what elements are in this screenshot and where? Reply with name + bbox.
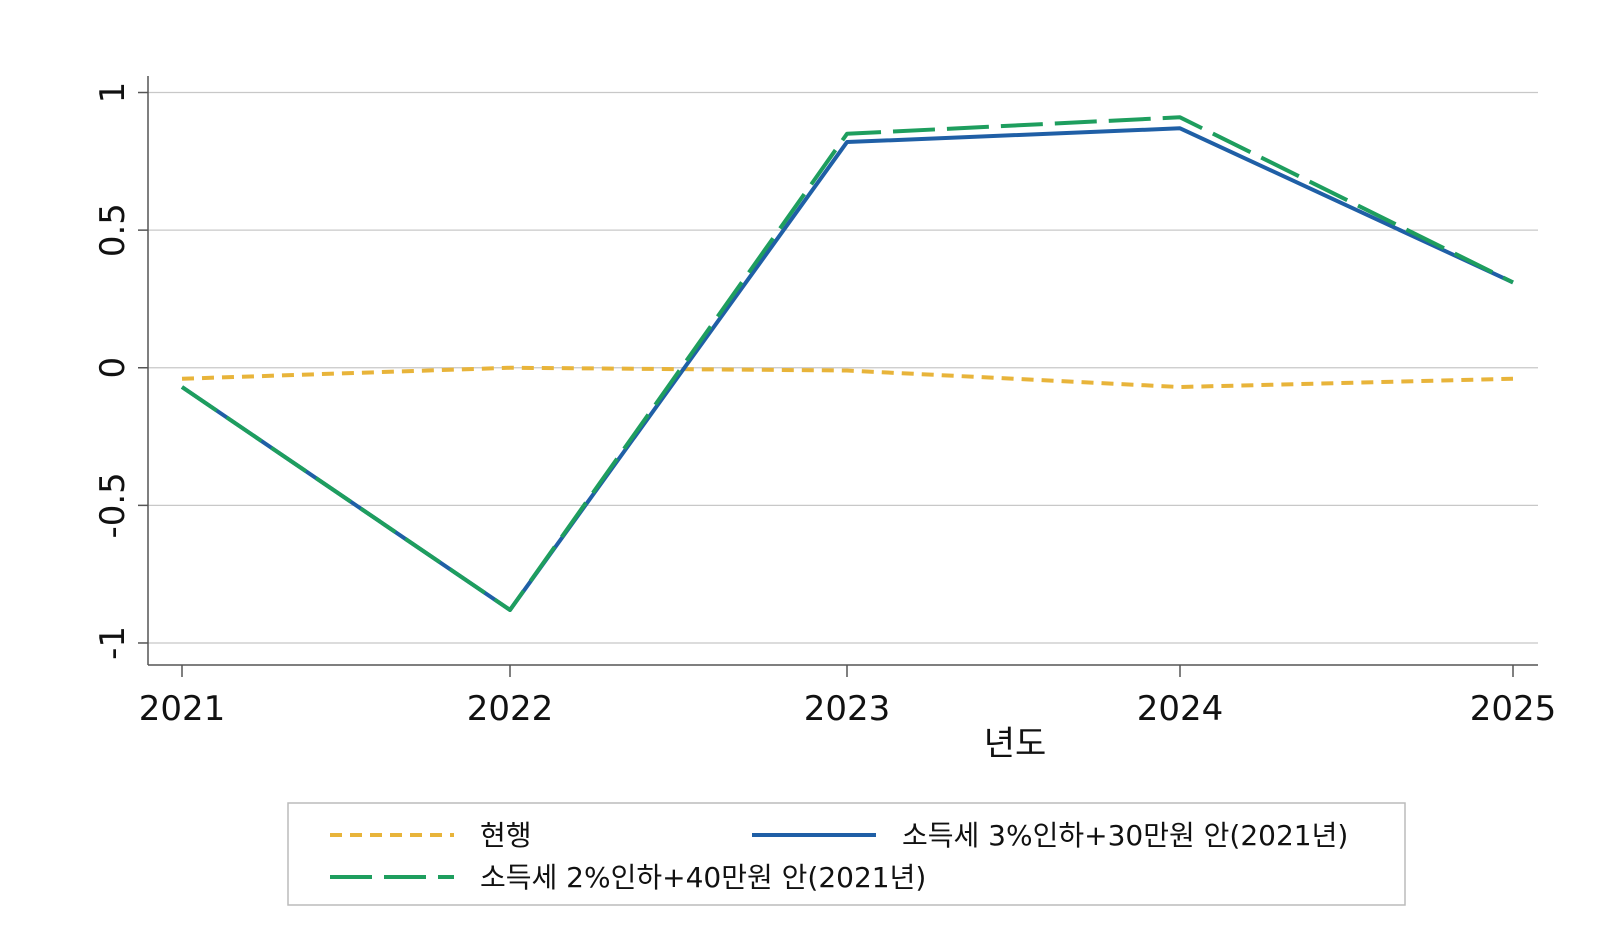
y-tick-label: 0.5 (93, 203, 133, 257)
x-tick-label: 2024 (1137, 689, 1224, 729)
x-tick-label: 2022 (467, 689, 554, 729)
x-tick-label: 2025 (1470, 689, 1557, 729)
legend-label-2: 소득세 3%인하+30만원 안(2021년) (902, 819, 1348, 852)
x-tick-label: 2023 (804, 689, 891, 729)
x-axis-title: 년도 (984, 724, 1047, 764)
y-tick-label: 1 (93, 82, 133, 104)
x-ticks: 2021 2022 2023 2024 2025 (139, 665, 1557, 729)
y-tick-label: -1 (93, 626, 133, 660)
y-tick-label: 0 (93, 357, 133, 379)
y-tick-label: -0.5 (93, 472, 133, 538)
legend-label-3: 소득세 2%인하+40만원 안(2021년) (480, 861, 926, 894)
x-tick-label: 2021 (139, 689, 226, 729)
series-line-2 (180, 126, 1514, 612)
axes-layer (147, 76, 1538, 666)
series-line-3 (180, 115, 1514, 612)
series-layer (180, 115, 1514, 612)
grid-layer (148, 91, 1538, 644)
series-line-1 (181, 365, 1514, 390)
legend-label-1: 현행 (480, 819, 532, 852)
legend: 현행 소득세 3%인하+30만원 안(2021년) 소득세 2%인하+40만원 안(… (287, 802, 1406, 906)
legend-box (287, 802, 1406, 906)
y-ticks: 1 0.5 0 -0.5 -1 (93, 82, 148, 660)
